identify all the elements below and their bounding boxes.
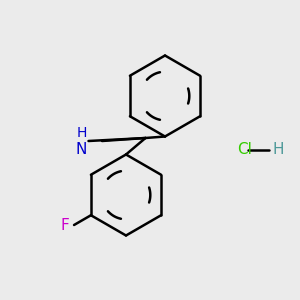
Text: Cl: Cl [237, 142, 252, 158]
Text: H: H [273, 142, 284, 158]
Text: N: N [76, 142, 87, 157]
Text: F: F [61, 218, 70, 232]
Text: H: H [76, 126, 87, 140]
